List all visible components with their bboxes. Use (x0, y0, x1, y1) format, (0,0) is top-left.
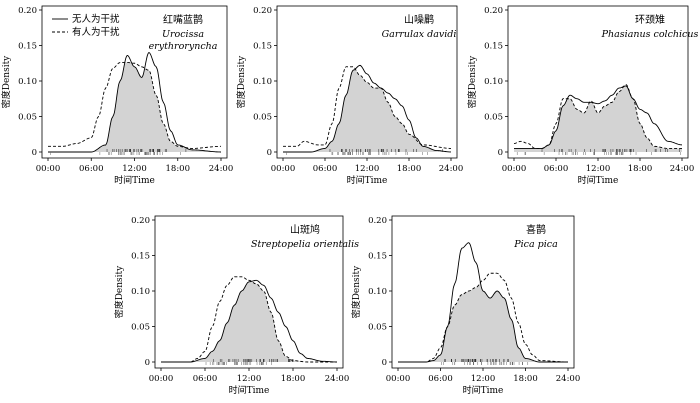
x-tick-label: 24:00 (439, 164, 464, 174)
species-name-latin: Pica pica (513, 239, 558, 250)
legend-dashed-label: 有人为干扰 (72, 26, 120, 38)
y-tick-label: 0.15 (484, 42, 503, 52)
overlap-area (161, 281, 337, 363)
x-tick-label: 12:00 (122, 164, 147, 174)
x-tick-label: 18:00 (397, 164, 422, 174)
disturbed-density-line (47, 62, 222, 149)
rug-marks (516, 149, 681, 155)
x-tick-label: 00:00 (36, 164, 61, 174)
y-tick-label: 0.15 (18, 42, 37, 52)
y-tick-label: 0.20 (18, 6, 37, 16)
x-tick-label: 18:00 (166, 164, 191, 174)
x-tick-label: 06:00 (79, 164, 104, 174)
rug-marks (286, 149, 443, 155)
x-tick-label: 00:00 (502, 164, 527, 174)
x-tick-label: 12:00 (586, 164, 611, 174)
species-name-latin: erythroryncha (149, 41, 218, 52)
y-axis-label: 密度Density (466, 55, 478, 108)
y-axis-label: 密度Density (0, 55, 12, 108)
rug-marks (50, 149, 187, 155)
y-tick-label: 0.20 (253, 6, 272, 16)
y-axis-label: 密度Density (113, 265, 125, 318)
species-name-latin: Garrulax davidi (382, 29, 457, 40)
overlap-area (283, 69, 451, 153)
overlap-area (48, 62, 221, 153)
x-tick-label: 12:00 (355, 164, 380, 174)
x-axis-label: 时间Time (347, 174, 388, 186)
disturbed-density-line (282, 66, 452, 149)
species-name-latin: Urocissa (162, 29, 204, 40)
y-tick-label: 0.05 (18, 113, 37, 123)
undisturbed-density-line (397, 242, 568, 363)
x-tick-label: 24:00 (556, 374, 581, 384)
chart-panel-1: 0 0.05 0.10 0.15 0.20 00:00 06:00 12:00 18:00 24:… (0, 5, 234, 186)
y-tick-label: 0.10 (18, 77, 37, 87)
x-axis-label: 时间Time (578, 174, 619, 186)
x-tick-label: 00:00 (271, 164, 296, 174)
x-tick-label: 06:00 (193, 374, 218, 384)
species-name-zh: 喜鹊 (526, 223, 546, 236)
y-tick-label: 0.05 (131, 323, 150, 333)
undisturbed-density-line (160, 279, 338, 363)
chart-panel-5: 0 0.05 0.10 0.15 0.20 00:00 06:00 12:00 18:00 24:… (350, 215, 581, 396)
x-tick-label: 24:00 (209, 164, 234, 174)
species-name-zh: 山斑鸠 (290, 223, 320, 236)
rug-marks (205, 359, 294, 365)
chart-panel-3: 0 0.05 0.10 0.15 0.20 00:00 06:00 12:00 18:00 24:… (466, 5, 699, 186)
x-tick-label: 06:00 (428, 374, 453, 384)
y-tick-label: 0.05 (484, 113, 503, 123)
y-tick-label: 0.10 (253, 77, 272, 87)
disturbed-density-line (397, 272, 569, 363)
x-axis-label: 时间Time (463, 384, 504, 396)
y-tick-label: 0.10 (368, 287, 387, 297)
x-axis-label: 时间Time (229, 384, 270, 396)
y-tick-label: 0 (498, 148, 503, 158)
y-tick-label: 0.05 (253, 113, 272, 123)
x-tick-label: 00:00 (386, 374, 411, 384)
overlap-area (514, 85, 682, 152)
x-tick-label: 12:00 (237, 374, 262, 384)
rug-marks (441, 359, 529, 365)
overlap-area (398, 282, 568, 363)
y-tick-label: 0 (145, 358, 150, 368)
y-tick-label: 0.15 (131, 252, 150, 262)
y-tick-label: 0.15 (368, 252, 387, 262)
y-tick-label: 0.20 (368, 216, 387, 226)
y-tick-label: 0.20 (484, 6, 503, 16)
x-tick-label: 18:00 (281, 374, 306, 384)
x-tick-label: 18:00 (628, 164, 653, 174)
chart-panel-2: 0 0.05 0.10 0.15 0.20 00:00 06:00 12:00 18:00 24:… (235, 5, 464, 186)
undisturbed-density-line (47, 52, 222, 153)
x-tick-label: 24:00 (670, 164, 695, 174)
y-tick-label: 0 (32, 148, 37, 158)
x-tick-label: 06:00 (313, 164, 338, 174)
y-tick-label: 0.10 (131, 287, 150, 297)
species-name-zh: 山噪鹛 (404, 13, 434, 26)
species-name-latin: Phasianus colchicus (601, 29, 699, 40)
x-tick-label: 24:00 (325, 374, 350, 384)
chart-panel-4: 0 0.05 0.10 0.15 0.20 00:00 06:00 12:00 18:00 24:… (113, 215, 359, 396)
species-name-zh: 环颈雉 (635, 13, 665, 26)
y-tick-label: 0.10 (484, 77, 503, 87)
y-axis-label: 密度Density (235, 55, 247, 108)
y-tick-label: 0 (267, 148, 272, 158)
y-tick-label: 0.20 (131, 216, 150, 226)
y-tick-label: 0.05 (368, 323, 387, 333)
x-tick-label: 18:00 (513, 374, 538, 384)
y-tick-label: 0 (382, 358, 387, 368)
disturbed-density-line (513, 84, 682, 149)
disturbed-density-line (160, 276, 337, 363)
y-tick-label: 0.15 (253, 42, 272, 52)
x-tick-label: 12:00 (471, 374, 496, 384)
y-axis-label: 密度Density (350, 265, 362, 318)
undisturbed-density-line (282, 64, 452, 153)
legend-solid-label: 无人为干扰 (72, 13, 120, 25)
x-tick-label: 06:00 (544, 164, 569, 174)
species-name-latin: Streptopelia orientalis (251, 239, 359, 250)
x-axis-label: 时间Time (114, 174, 155, 186)
x-tick-label: 00:00 (149, 374, 174, 384)
species-name-zh: 红嘴蓝鹊 (163, 13, 203, 26)
